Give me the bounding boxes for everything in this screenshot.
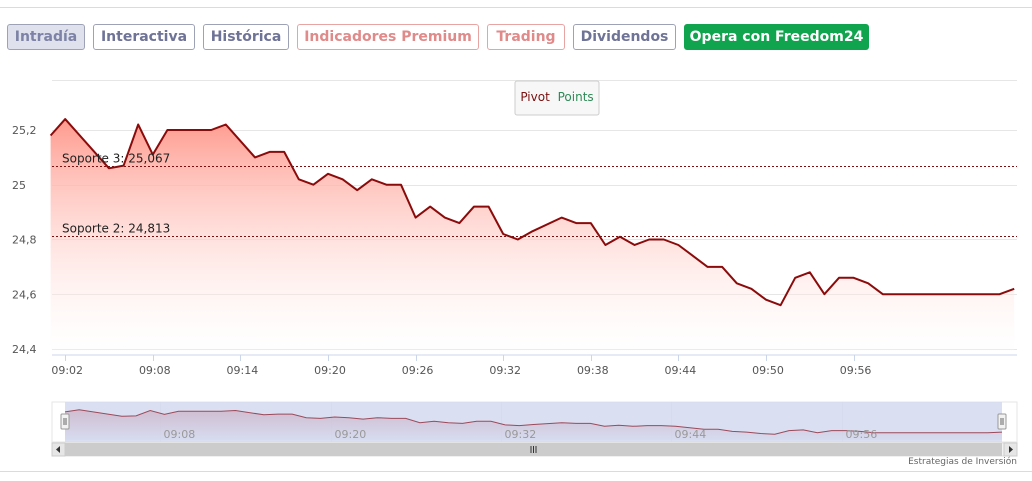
tab-intradia[interactable]: Intradía [7, 24, 85, 50]
opera-con-freedom24-button[interactable]: Opera con Freedom24 [684, 24, 869, 50]
credits-link[interactable]: Estrategias de Inversión [908, 457, 1017, 467]
price-area [50, 119, 1015, 355]
y-axis: 24,4 24,6 24,8 25 25,2 [12, 124, 37, 356]
legend[interactable]: Pivot Points [514, 80, 600, 116]
tab-trading[interactable]: Trading [487, 24, 565, 50]
y-tick-label: 24,8 [12, 234, 37, 247]
x-tick-label: 09:44 [665, 364, 697, 377]
tab-indicadores-premium[interactable]: Indicadores Premium [297, 24, 479, 50]
legend-box [514, 80, 600, 116]
soporte-2-label: Soporte 2: 24,813 [62, 222, 170, 236]
y-tick-label: 24,6 [12, 288, 37, 301]
x-tick-label: 09:50 [752, 364, 784, 377]
top-divider [0, 7, 1032, 8]
scrollbar-grip-icon [530, 446, 537, 453]
navigator-tick-label: 09:20 [335, 428, 367, 441]
scrollbar[interactable] [51, 442, 1018, 457]
x-tick-label: 09:14 [227, 364, 259, 377]
price-line [49, 118, 1015, 307]
tab-interactiva[interactable]: Interactiva [93, 24, 195, 50]
navigator-line [64, 409, 1003, 435]
y-tick-label: 25 [12, 179, 26, 192]
x-axis: 09:02 09:08 09:14 09:20 09:26 09:32 09:3… [51, 364, 871, 377]
navigator-right-handle[interactable] [997, 413, 1007, 430]
tab-historica[interactable]: Histórica [203, 24, 289, 50]
arrow-right-icon [1009, 446, 1013, 453]
tab-dividendos[interactable]: Dividendos [573, 24, 676, 50]
x-tick-label: 09:08 [139, 364, 171, 377]
y-tick-label: 25,2 [12, 124, 37, 137]
x-tick-label: 09:56 [840, 364, 872, 377]
navigator-tick-labels: 09:08 09:20 09:32 09:44 09:56 [164, 428, 878, 441]
navigator-tick-label: 09:44 [675, 428, 707, 441]
navigator-tick-label: 09:08 [164, 428, 196, 441]
arrow-left-icon [56, 446, 60, 453]
legend-label: Pivot Points [520, 90, 593, 104]
navigator-tick-label: 09:32 [505, 428, 537, 441]
soporte-3-label: Soporte 3: 25,067 [62, 152, 170, 166]
x-tick-label: 09:20 [314, 364, 346, 377]
navigator-left-handle[interactable] [60, 413, 70, 430]
x-tick-label: 09:26 [402, 364, 434, 377]
x-tick-label: 09:38 [577, 364, 609, 377]
y-tick-label: 24,4 [12, 343, 37, 356]
x-tick-label: 09:02 [51, 364, 83, 377]
reference-lines: Soporte 3: 25,067 Soporte 2: 24,813 [52, 152, 1017, 237]
x-tick-label: 09:32 [489, 364, 521, 377]
navigator[interactable]: 09:08 09:20 09:32 09:44 09:56 [51, 401, 1018, 443]
bottom-divider [0, 471, 1032, 472]
navigator-tick-label: 09:56 [846, 428, 878, 441]
